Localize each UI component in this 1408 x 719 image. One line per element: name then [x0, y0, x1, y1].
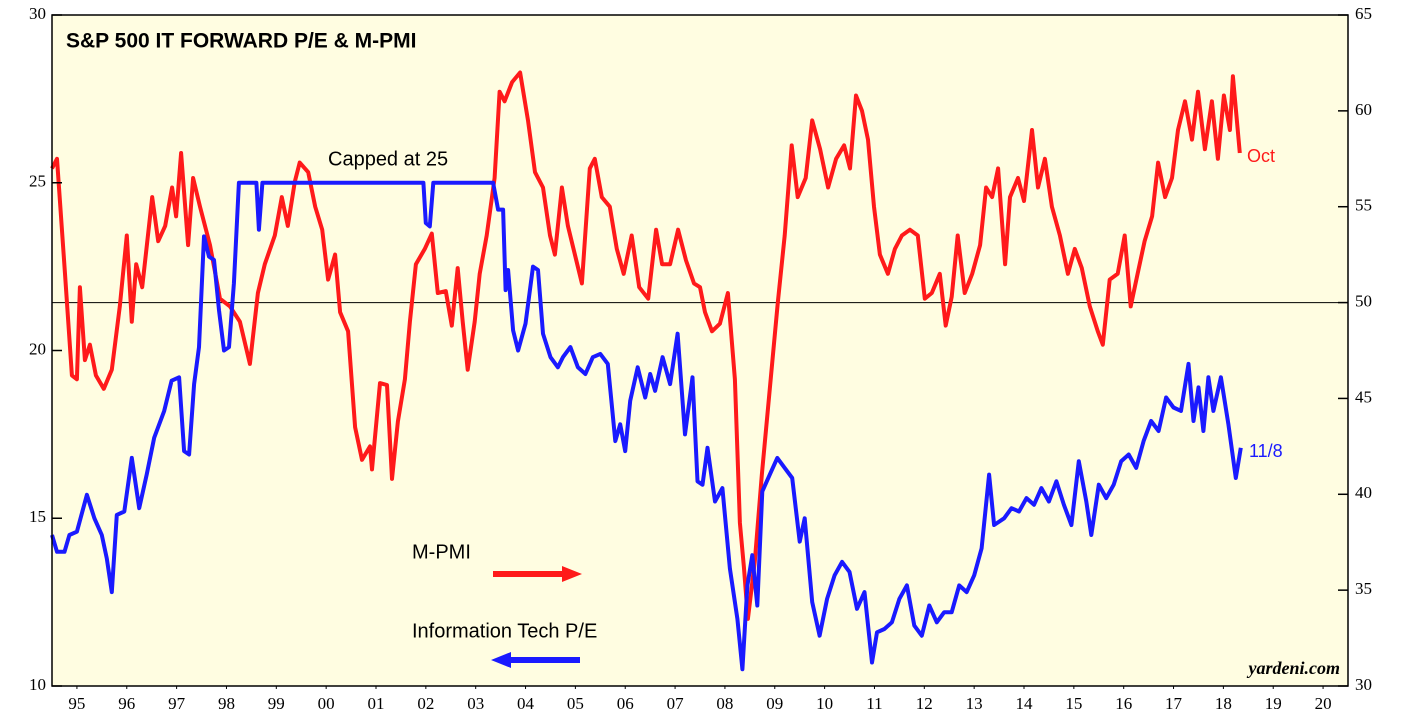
- y-tick-label: 10: [29, 675, 46, 694]
- legend-arrowhead: [562, 566, 582, 582]
- y-tick-label: 25: [29, 172, 46, 191]
- x-tick-label: 17: [1165, 694, 1183, 713]
- y2-tick-label: 40: [1355, 483, 1372, 502]
- plot-background: [52, 15, 1348, 686]
- source: yardeni.com: [1247, 658, 1341, 678]
- series-line: [50, 70, 1242, 621]
- y2-tick-label: 35: [1355, 579, 1372, 598]
- plot: [50, 70, 1348, 672]
- x-tick-label: 10: [816, 694, 833, 713]
- y2-tick-label: 65: [1355, 4, 1372, 23]
- x-tick-label: 11: [866, 694, 882, 713]
- x-tick-label: 20: [1315, 694, 1332, 713]
- x-tick-label: 06: [617, 694, 634, 713]
- legend-arrowhead: [491, 652, 511, 668]
- x-tick-label: 99: [268, 694, 285, 713]
- x-tick-label: 95: [68, 694, 85, 713]
- x-tick-label: 19: [1265, 694, 1282, 713]
- x-tick-label: 15: [1065, 694, 1082, 713]
- y-tick-label: 20: [29, 339, 46, 358]
- x-tick-label: 13: [966, 694, 983, 713]
- x-tick-label: 08: [716, 694, 733, 713]
- y-tick-label: 15: [29, 507, 46, 526]
- x-tick-label: 98: [218, 694, 235, 713]
- x-tick-label: 97: [168, 694, 186, 713]
- series-line: [50, 180, 1243, 672]
- x-tick-label: 18: [1215, 694, 1232, 713]
- end-label: 11/8: [1249, 441, 1283, 461]
- x-tick-label: 14: [1016, 694, 1034, 713]
- annotation: Capped at 25: [328, 148, 448, 170]
- chart-title: S&P 500 IT FORWARD P/E & M-PMI: [66, 30, 416, 53]
- x-tick-label: 05: [567, 694, 584, 713]
- x-tick-label: 96: [118, 694, 135, 713]
- x-tick-label: 04: [517, 694, 535, 713]
- y2-tick-label: 60: [1355, 100, 1372, 119]
- y-tick-label: 30: [29, 4, 46, 23]
- x-tick-label: 00: [318, 694, 335, 713]
- x-tick-label: 12: [916, 694, 933, 713]
- y2-tick-label: 55: [1355, 196, 1372, 215]
- x-tick-label: 16: [1115, 694, 1132, 713]
- y2-tick-label: 45: [1355, 387, 1372, 406]
- y2-tick-label: 50: [1355, 291, 1372, 310]
- legend-label: Information Tech P/E: [412, 620, 597, 642]
- end-label: Oct: [1247, 146, 1275, 166]
- x-tick-label: 09: [766, 694, 783, 713]
- x-tick-label: 07: [667, 694, 685, 713]
- legend-label: M-PMI: [412, 541, 471, 563]
- x-tick-label: 02: [417, 694, 434, 713]
- x-tick-label: 01: [368, 694, 385, 713]
- y2-tick-label: 30: [1355, 675, 1372, 694]
- x-tick-label: 03: [467, 694, 484, 713]
